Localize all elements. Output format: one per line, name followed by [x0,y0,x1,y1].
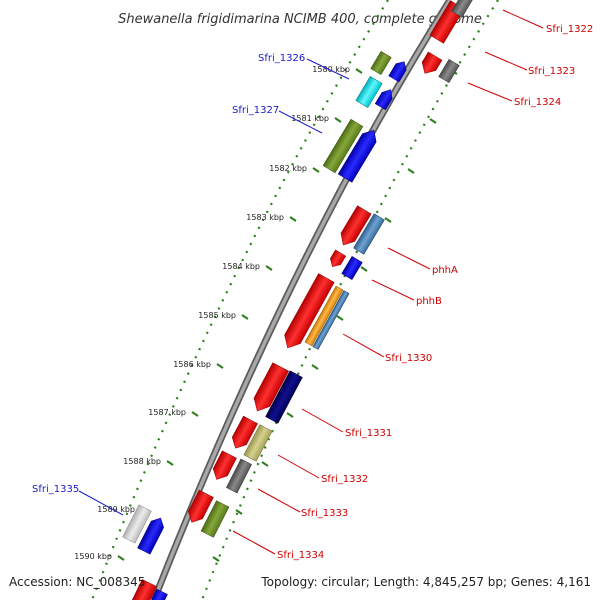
outer-tick-mark [311,364,319,370]
gene-sfri-1323 [421,51,443,74]
tick-mark [334,117,342,123]
gene-sfri-1330-red [284,273,335,349]
label-sfri-1330: Sfri_1330 [385,353,432,364]
gene-bottom-red [131,579,157,600]
topology-text: Topology: circular; Length: 4,845,257 bp… [260,575,591,589]
label-sfri-1326: Sfri_1326 [258,53,305,64]
label-sfri-1324: Sfri_1324 [514,97,561,108]
tick-label: 1580 kbp [312,65,350,74]
gene-phhb-red [330,249,347,268]
outer-tick-mark [261,461,269,467]
gene-sfri-1332 [243,424,273,462]
gene-phhb [341,255,363,281]
gene-sfri-1324 [438,58,460,84]
label-sfri-1333: Sfri_1333 [301,508,348,519]
outer-tick-mark [429,118,437,124]
label-sfri-1322: Sfri_1322 [546,24,593,35]
tick-label: 1586 kbp [173,360,211,369]
inner-dotted-ring [90,0,389,600]
label-sfri-1331: Sfri_1331 [345,428,392,439]
gene-sfri-1331 [265,370,303,424]
map-title: Shewanella frigidimarina NCIMB 400, comp… [118,12,482,27]
gene-sfri-1322-partner [451,0,475,18]
tick-label: 1588 kbp [123,457,161,466]
tick-mark [216,363,224,369]
gene-sfri-1334 [200,500,230,538]
tick-mark [355,68,363,74]
tick-mark [265,265,273,271]
tick-label: 1583 kbp [246,213,284,222]
gene-sfri-1325-blue [388,61,407,83]
label-sfri-1334: Sfri_1334 [277,550,324,561]
gene-sfri-1333-red [212,450,237,480]
label-sfri-1327: Sfri_1327 [232,105,279,116]
outer-tick-mark [286,412,294,418]
gene-labels: Sfri_1322 Sfri_1323 Sfri_1324 Sfri_1326 … [32,24,593,561]
accession-text: Accession: NC_008345 [9,575,145,589]
tick-label: 1582 kbp [269,164,307,173]
tick-label: 1584 kbp [222,262,260,271]
gene-sfri-1326-blue [374,89,393,111]
gene-bottom-blue [148,588,168,600]
gene-sfri-1330-orange [304,285,344,347]
gene-sfri-1335 [122,504,152,544]
gene-sfri-1326 [355,76,383,108]
label-sfri-1323: Sfri_1323 [528,66,575,77]
gene-sfri-1327-blue [337,129,377,183]
tick-label: 1587 kbp [148,408,186,417]
gene-sfri-1335-blue [137,517,164,555]
tick-label: 1590 kbp [74,552,112,561]
tick-mark [241,314,249,320]
outer-tick-mark [407,168,415,174]
gene-sfri-1327 [322,118,364,174]
scale-ticks: 1580 kbp 1581 kbp 1582 kbp 1583 kbp 1584 kbp… [74,65,458,562]
tick-label: 1581 kbp [291,114,329,123]
outer-tick-mark [360,266,368,272]
tick-label: 1589 kbp [97,505,135,514]
gene-track [122,0,475,600]
tick-mark [289,216,297,222]
tick-mark [117,555,125,561]
gene-sfri-1330 [312,290,350,350]
tick-mark [312,167,320,173]
label-sfri-1335: Sfri_1335 [32,484,79,495]
gene-sfri-1334-red [187,489,214,523]
label-sfri-1332: Sfri_1332 [321,474,368,485]
label-phha: phhA [432,265,458,276]
outer-dotted-ring [200,0,499,600]
gene-phha [353,213,385,255]
outer-tick-mark [384,217,392,223]
gene-sfri-1325-olive [370,50,392,76]
outer-tick-mark [235,509,243,515]
outer-tick-mark [336,315,344,321]
leader-lines [78,9,544,555]
label-phhb: phhB [416,296,442,307]
gene-sfri-1333 [226,458,252,494]
tick-mark [191,411,199,417]
outer-tick-mark [212,556,220,562]
tick-label: 1585 kbp [198,311,236,320]
gene-sfri-1331-red [253,362,290,412]
gene-phha-red [340,205,372,246]
gene-sfri-1332-red [231,415,258,449]
tick-mark [166,460,174,466]
